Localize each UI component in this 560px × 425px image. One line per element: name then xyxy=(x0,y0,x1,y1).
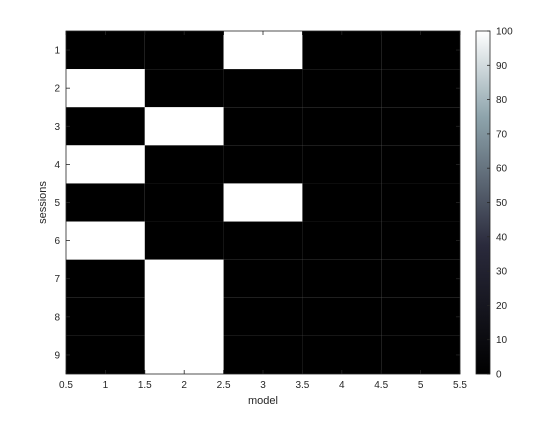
heatmap-cell-r4-c3 xyxy=(223,145,303,184)
x-tick-label: 2.5 xyxy=(217,380,231,391)
x-tick-label: 0.5 xyxy=(59,380,73,391)
y-tick-label: 6 xyxy=(54,236,60,247)
heatmap-cell-r1-c2 xyxy=(144,31,224,70)
heatmap-cell-r4-c4 xyxy=(302,145,382,184)
y-axis-ticks: 1 2 3 4 5 6 7 8 9 xyxy=(54,46,460,361)
x-axis-ticks: 0.5 1 1.5 2 2.5 3 3.5 4 4.5 5 5.5 xyxy=(59,31,467,391)
x-tick-label: 4.5 xyxy=(374,380,388,391)
heatmap-cell-r2-c4 xyxy=(302,69,382,108)
heatmap-cell-r6-c4 xyxy=(302,221,382,260)
y-tick-label: 9 xyxy=(54,350,60,361)
heatmap-cell-r1-c1 xyxy=(66,31,145,70)
heatmap-cell-r2-c5 xyxy=(381,69,460,108)
colorbar-tick-label: 60 xyxy=(496,164,508,175)
heatmap-cell-r6-c5 xyxy=(381,221,460,260)
heatmap-cell-r7-c2 xyxy=(144,259,224,298)
x-tick-label: 3.5 xyxy=(295,380,309,391)
colorbar-tick-label: 20 xyxy=(496,301,508,312)
heatmap-cells xyxy=(66,31,460,374)
colorbar-tick-label: 80 xyxy=(496,95,508,106)
heatmap-cell-r6-c2 xyxy=(144,221,224,260)
heatmap-cell-r6-c1 xyxy=(66,221,145,260)
heatmap-cell-r2-c3 xyxy=(223,69,303,108)
heatmap-cell-r5-c4 xyxy=(302,183,382,222)
colorbar-tick-label: 10 xyxy=(496,335,508,346)
colorbar-tick-label: 90 xyxy=(496,61,508,72)
y-axis-label: sessions xyxy=(37,181,49,224)
x-tick-label: 5.5 xyxy=(453,380,467,391)
heatmap-cell-r8-c3 xyxy=(223,297,303,336)
colorbar-tick-label: 40 xyxy=(496,232,508,243)
colorbar-tick-label: 30 xyxy=(496,267,508,278)
x-axis-label: model xyxy=(248,395,278,407)
heatmap-cell-r8-c1 xyxy=(66,297,145,336)
heatmap-cell-r7-c5 xyxy=(381,259,460,298)
heatmap-cell-r4-c5 xyxy=(381,145,460,184)
x-tick-label: 5 xyxy=(418,380,424,391)
heatmap-cell-r9-c4 xyxy=(302,335,382,374)
heatmap-cell-r5-c2 xyxy=(144,183,224,222)
colorbar-tick-label: 0 xyxy=(496,370,502,381)
heatmap-cell-r6-c3 xyxy=(223,221,303,260)
heatmap-cell-r4-c2 xyxy=(144,145,224,184)
x-tick-label: 3 xyxy=(260,380,266,391)
heatmap-cell-r3-c5 xyxy=(381,107,460,146)
colorbar-tick-label: 70 xyxy=(496,129,508,140)
heatmap-cell-r8-c5 xyxy=(381,297,460,336)
heatmap-cell-r9-c1 xyxy=(66,335,145,374)
heatmap-cell-r4-c1 xyxy=(66,145,145,184)
y-tick-label: 4 xyxy=(54,160,60,171)
heatmap-cell-r2-c1 xyxy=(66,69,145,108)
heatmap-cell-r3-c2 xyxy=(144,107,224,146)
colorbar-tick-label: 100 xyxy=(496,27,513,38)
y-tick-label: 8 xyxy=(54,312,60,323)
y-tick-label: 5 xyxy=(54,198,60,209)
heatmap-cell-r1-c3 xyxy=(223,31,303,70)
heatmap-cell-r8-c2 xyxy=(144,297,224,336)
heatmap-cell-r3-c1 xyxy=(66,107,145,146)
y-tick-label: 7 xyxy=(54,274,60,285)
colorbar-ticks: 0 10 20 30 40 50 60 70 80 90 100 xyxy=(487,27,513,381)
x-tick-label: 1 xyxy=(103,380,109,391)
y-tick-label: 3 xyxy=(54,122,60,133)
x-tick-label: 1.5 xyxy=(138,380,152,391)
heatmap-cell-r7-c3 xyxy=(223,259,303,298)
x-tick-label: 4 xyxy=(339,380,345,391)
heatmap-cell-r3-c3 xyxy=(223,107,303,146)
colorbar-gradient xyxy=(476,31,490,374)
heatmap-cell-r5-c1 xyxy=(66,183,145,222)
x-tick-label: 2 xyxy=(181,380,187,391)
heatmap-cell-r9-c2 xyxy=(144,335,224,374)
heatmap-cell-r5-c5 xyxy=(381,183,460,222)
heatmap-cell-r9-c3 xyxy=(223,335,303,374)
heatmap-cell-r1-c4 xyxy=(302,31,382,70)
heatmap-cell-r8-c4 xyxy=(302,297,382,336)
heatmap-cell-r7-c1 xyxy=(66,259,145,298)
heatmap-cell-r3-c4 xyxy=(302,107,382,146)
heatmap-cell-r2-c2 xyxy=(144,69,224,108)
y-tick-label: 2 xyxy=(54,84,60,95)
y-tick-label: 1 xyxy=(54,46,60,57)
colorbar-tick-label: 50 xyxy=(496,198,508,209)
heatmap-cell-r9-c5 xyxy=(381,335,460,374)
heatmap-cell-r5-c3 xyxy=(223,183,303,222)
heatmap-cell-r1-c5 xyxy=(381,31,460,70)
heatmap-cell-r7-c4 xyxy=(302,259,382,298)
